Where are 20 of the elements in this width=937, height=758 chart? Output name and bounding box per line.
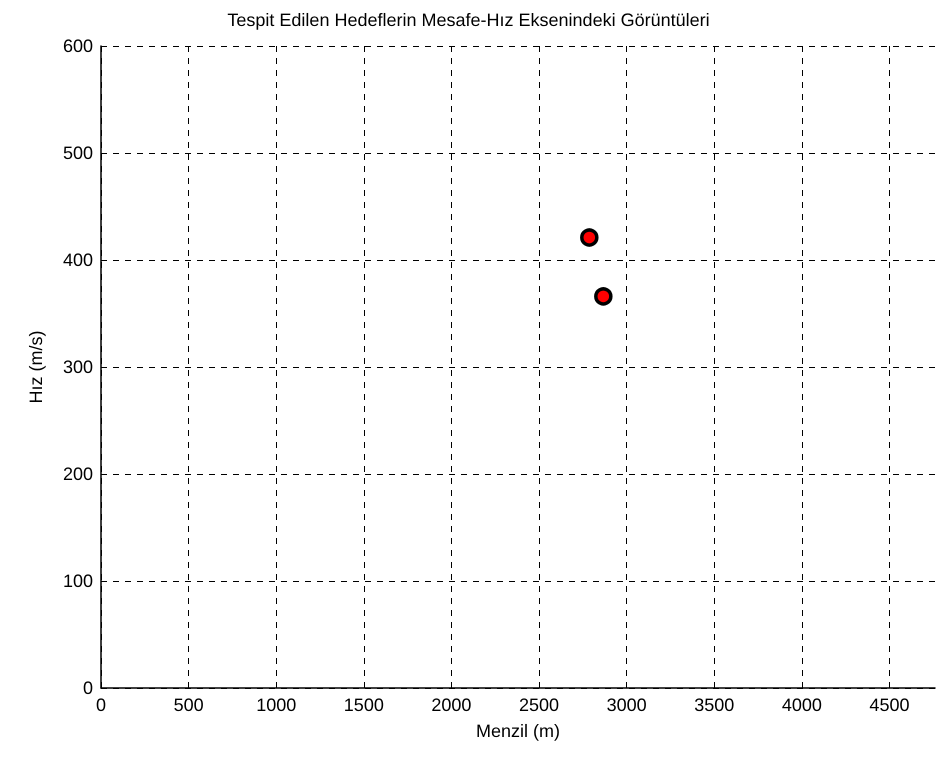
x-tick-label: 0 bbox=[96, 695, 106, 715]
x-tick-label: 500 bbox=[174, 695, 204, 715]
x-tick-label: 2500 bbox=[519, 695, 560, 715]
x-tick-label: 2000 bbox=[431, 695, 472, 715]
x-tick-label: 1000 bbox=[256, 695, 296, 715]
y-tick-label: 500 bbox=[62, 143, 93, 163]
y-tick-label: 100 bbox=[62, 571, 93, 591]
x-tick-label: 3500 bbox=[694, 695, 734, 715]
y-axis-title: Hız (m/s) bbox=[26, 330, 46, 404]
x-tick-label: 1500 bbox=[344, 695, 384, 715]
y-tick-label: 0 bbox=[82, 678, 93, 698]
y-tick-label: 300 bbox=[62, 357, 93, 377]
x-tick-label: 4000 bbox=[782, 695, 822, 715]
chart-title: Tespit Edilen Hedeflerin Mesafe-Hız Eksenindeki Görüntüleri bbox=[227, 10, 710, 30]
y-tick-label: 600 bbox=[62, 36, 93, 56]
x-tick-label: 4500 bbox=[869, 695, 910, 715]
y-tick-label: 400 bbox=[62, 250, 93, 270]
x-axis-title: Menzil (m) bbox=[476, 721, 560, 741]
y-tick-label: 200 bbox=[62, 464, 93, 484]
x-tick-label: 3000 bbox=[606, 695, 647, 715]
